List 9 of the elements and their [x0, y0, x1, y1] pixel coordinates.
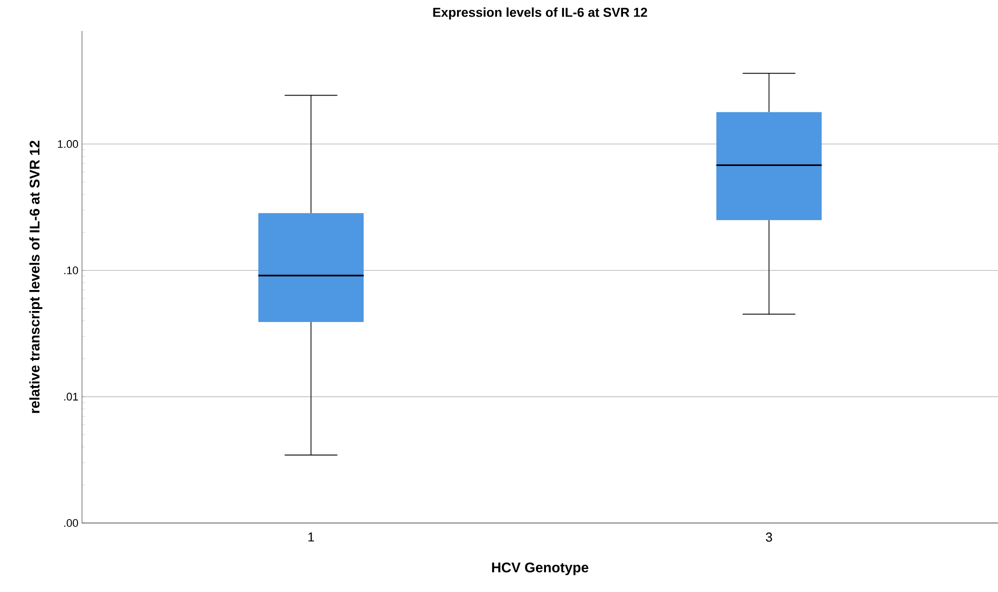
x-tick-label: 1 — [308, 532, 314, 542]
y-tick-label: 1.00 — [58, 140, 78, 148]
x-tick-label: 3 — [766, 532, 772, 542]
y-axis-title: relative transcript levels of IL-6 at SVR 12 — [29, 140, 42, 413]
y-tick-label: .10 — [64, 266, 78, 274]
chart-title: Expression levels of IL-6 at SVR 12 — [433, 7, 648, 20]
x-axis-title: HCV Genotype — [492, 562, 588, 576]
y-tick-label: .00 — [64, 519, 78, 527]
y-tick-label: .01 — [64, 392, 78, 401]
